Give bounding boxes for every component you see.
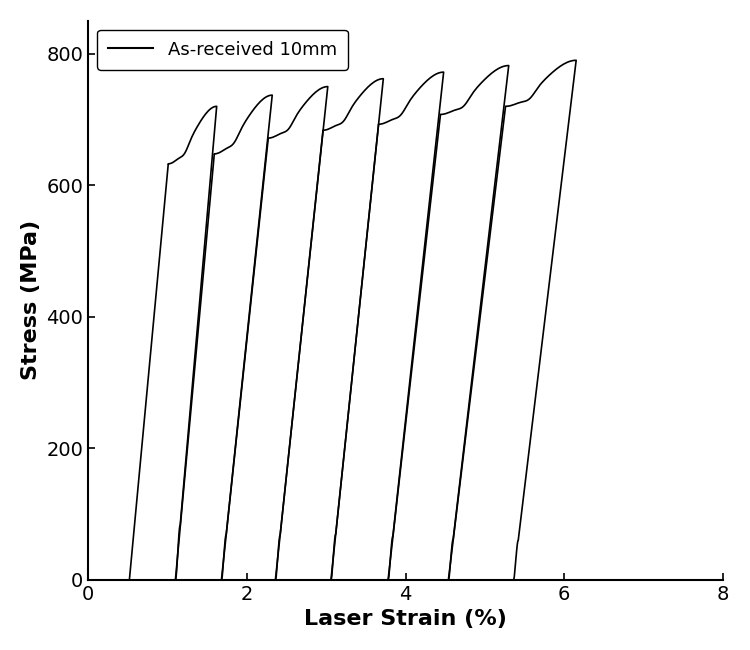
Legend: As-received 10mm: As-received 10mm (98, 30, 347, 70)
Y-axis label: Stress (MPa): Stress (MPa) (21, 220, 40, 380)
X-axis label: Laser Strain (%): Laser Strain (%) (304, 609, 507, 629)
